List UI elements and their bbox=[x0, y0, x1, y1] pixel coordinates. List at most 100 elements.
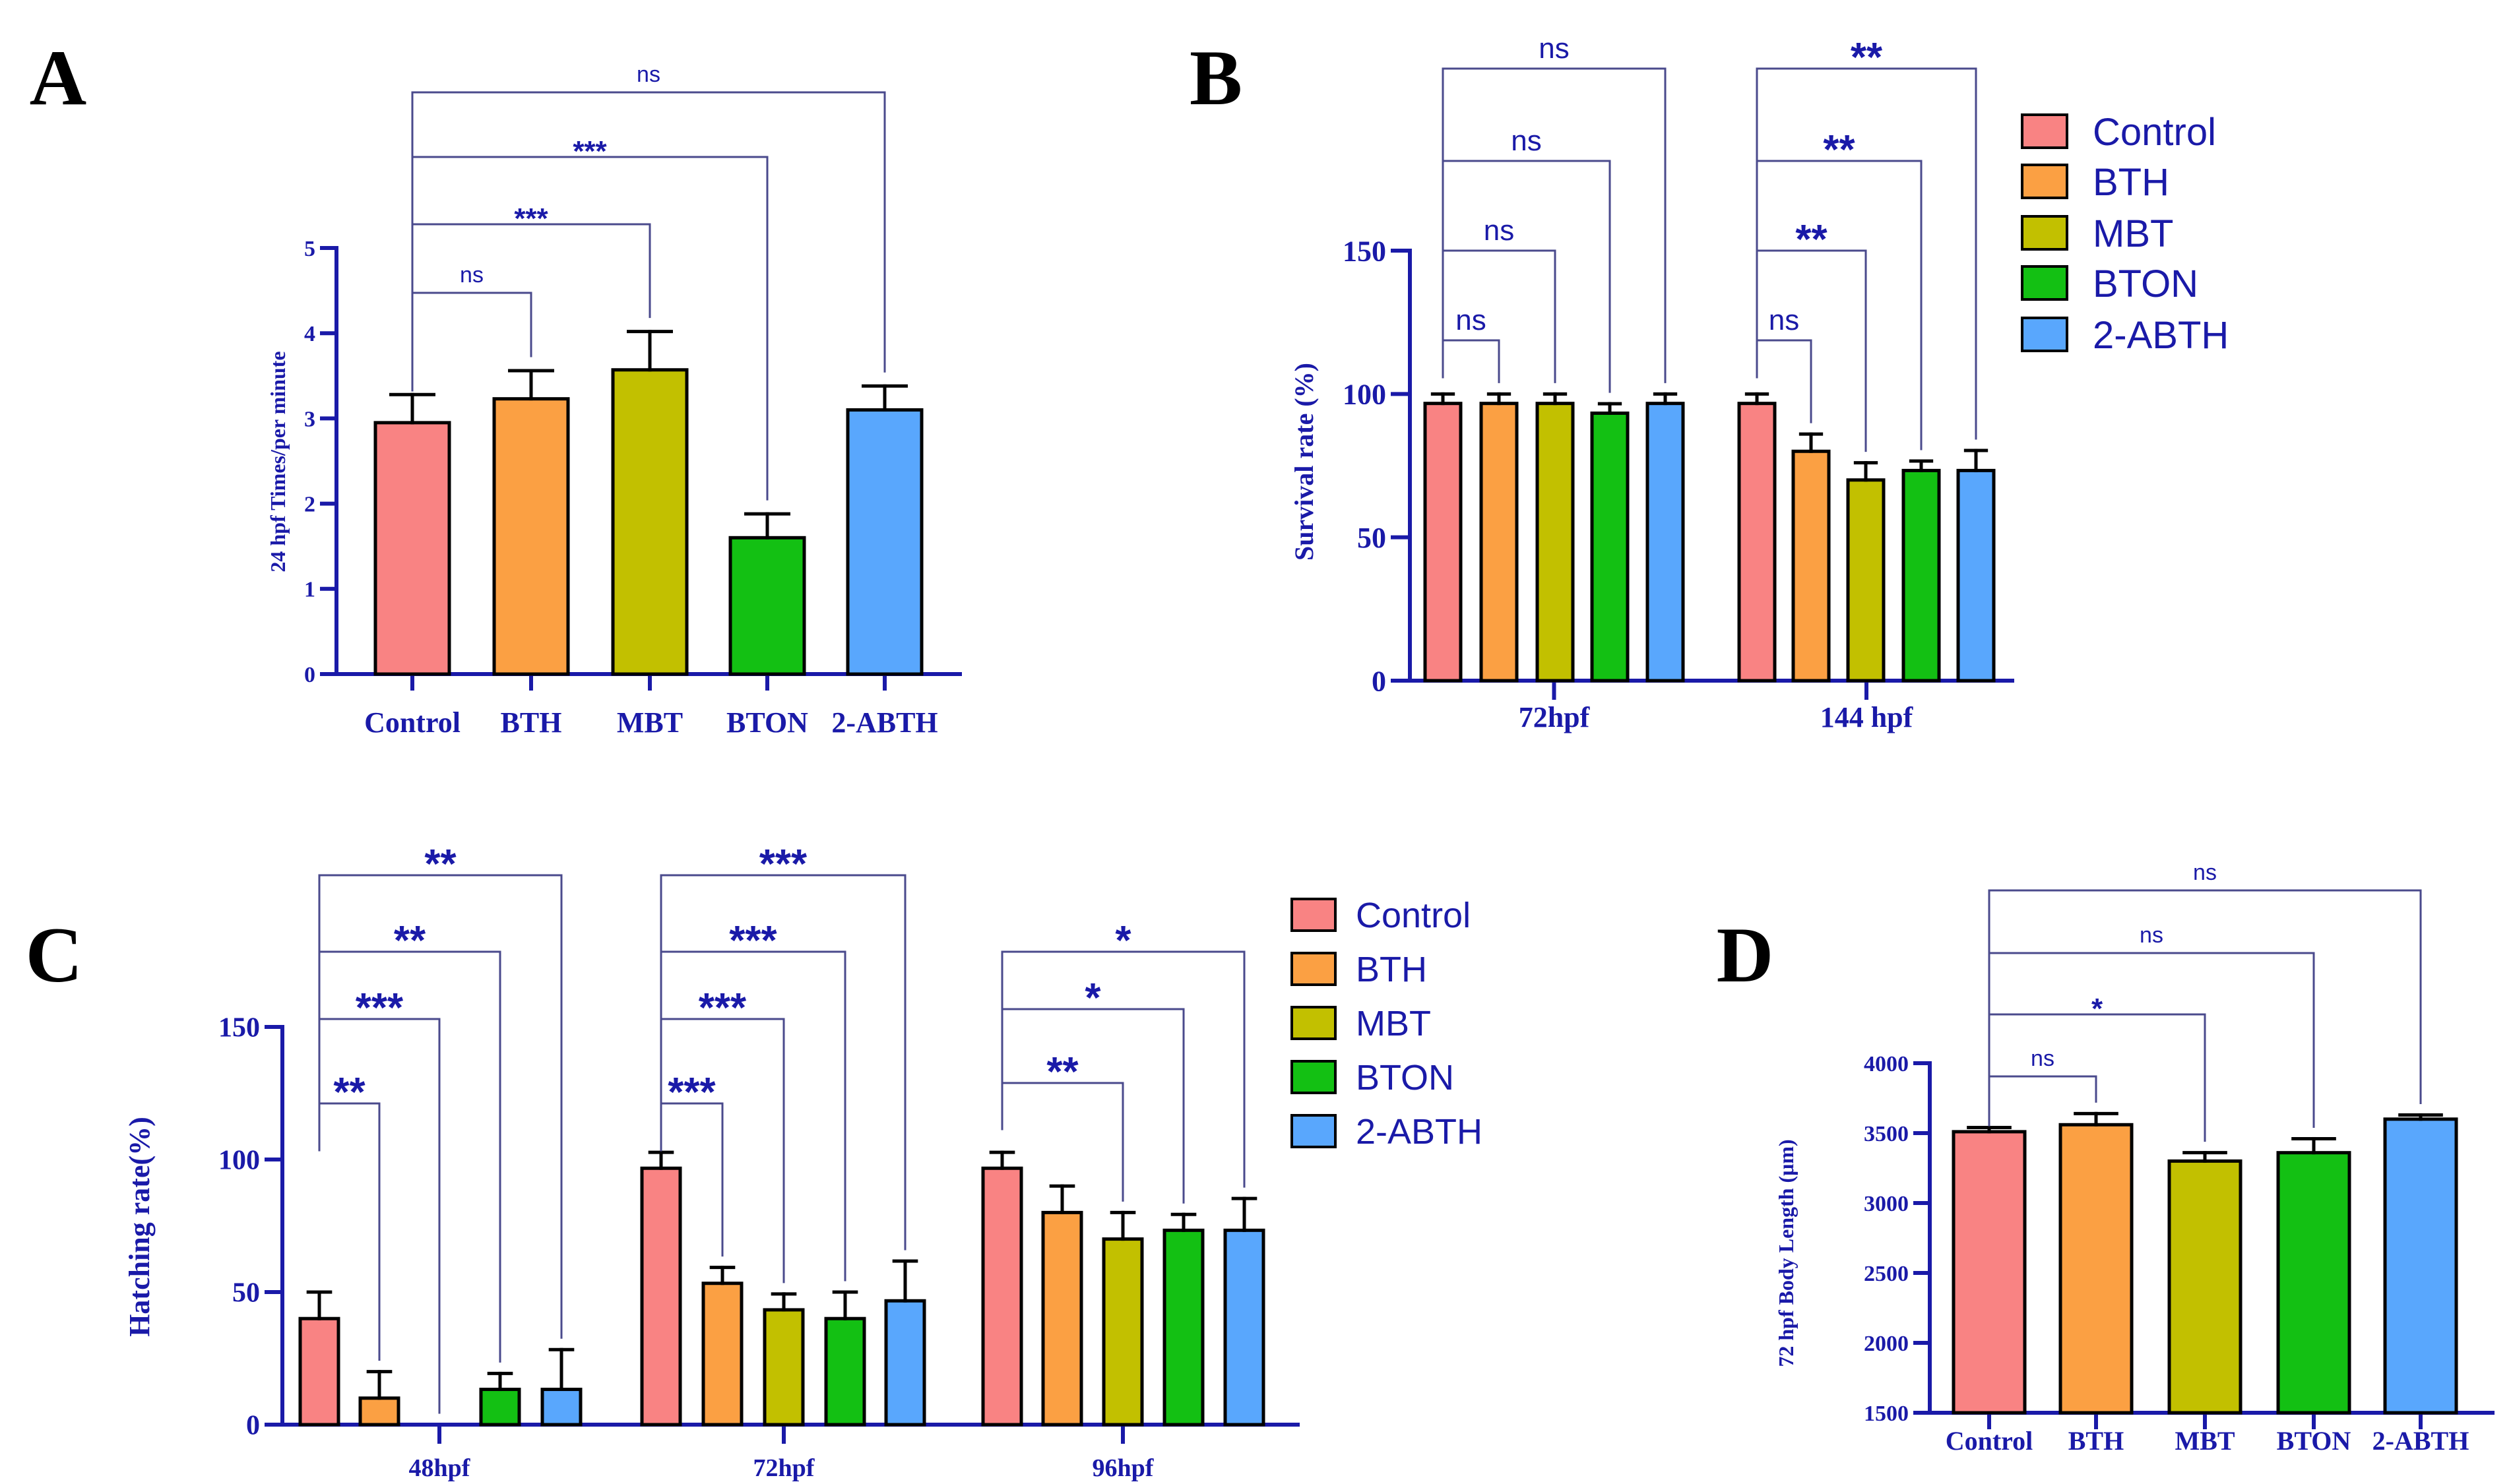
panel-c-y-axis-title: Hatching rate(%) bbox=[123, 1117, 156, 1337]
panel-c-y-tick-label: 100 bbox=[218, 1146, 260, 1176]
panel-b-y-tick-label: 0 bbox=[1372, 665, 1386, 697]
panel-d-y-tick-label: 1500 bbox=[1864, 1402, 1909, 1426]
panel-b-control-bar bbox=[1737, 402, 1777, 683]
panel-d-sig-label: ns bbox=[2140, 923, 2163, 948]
panel-a-sig-label: ns bbox=[637, 62, 660, 87]
panel-c-bton-bar bbox=[479, 1388, 521, 1427]
panel-d-category-label: 2-ABTH bbox=[2372, 1426, 2469, 1456]
panel-b-control-bar bbox=[1423, 402, 1463, 683]
panel-b-legend-swatch bbox=[2021, 317, 2068, 352]
panel-a-sig-label: *** bbox=[573, 135, 607, 168]
panel-d-category-label: MBT bbox=[2175, 1426, 2235, 1456]
panel-c-legend-swatch bbox=[1290, 1006, 1337, 1040]
panel-c-y-tick-label: 150 bbox=[218, 1013, 260, 1043]
panel-b-legend-swatch bbox=[2021, 113, 2068, 149]
panel-b-group-label: 144 hpf bbox=[1820, 701, 1914, 733]
panel-c-2-abth-bar bbox=[884, 1299, 926, 1427]
panel-a-category-label: BTH bbox=[501, 706, 562, 739]
panel-b-legend-swatch bbox=[2021, 215, 2068, 251]
panel-c-y-tick-label: 50 bbox=[232, 1278, 260, 1309]
panel-b-y-tick-label: 50 bbox=[1357, 522, 1386, 554]
panel-b-sig-label: ns bbox=[1455, 304, 1486, 336]
panel-b-legend-label: 2-ABTH bbox=[2093, 314, 2229, 357]
panel-b-sig-label: ** bbox=[1823, 127, 1855, 173]
panel-c-legend-swatch bbox=[1290, 1114, 1337, 1148]
panel-c-sig-label: ** bbox=[394, 918, 426, 964]
panel-c-sig-label: *** bbox=[668, 1070, 716, 1115]
panel-a-sig-label: ns bbox=[460, 263, 484, 288]
panel-b-legend-label: Control bbox=[2093, 111, 2216, 154]
panel-a-control-bar bbox=[373, 421, 451, 676]
panel-b-sig-label: ** bbox=[1795, 217, 1828, 263]
panel-c-2-abth-bar bbox=[540, 1388, 583, 1427]
panel-b-y-tick-label: 100 bbox=[1343, 379, 1386, 411]
panel-d-y-axis-title: 72 hpf Body Length (μm) bbox=[1774, 1139, 1798, 1367]
panel-a-y-tick-label: 2 bbox=[304, 493, 315, 517]
panel-b-sig-label: ns bbox=[1484, 214, 1514, 247]
panel-d-bth-bar bbox=[2058, 1123, 2134, 1415]
panel-d-bton-bar bbox=[2276, 1151, 2351, 1415]
panel-label-d: D bbox=[1717, 911, 1774, 999]
panel-c-group-label: 48hpf bbox=[409, 1454, 471, 1482]
panel-d-y-tick-label: 2000 bbox=[1864, 1332, 1909, 1356]
panel-c-bth-bar bbox=[358, 1396, 400, 1427]
panel-b-2-abth-bar bbox=[1956, 468, 1996, 683]
panel-a-category-label: Control bbox=[364, 706, 461, 739]
panel-d-category-label: BTH bbox=[2068, 1426, 2124, 1456]
panel-c-legend-label: BTH bbox=[1356, 950, 1427, 989]
panel-b-y-axis-title: Survival rate (%) bbox=[1289, 363, 1319, 561]
panel-a-sig-label: *** bbox=[514, 202, 548, 235]
panel-d-category-label: Control bbox=[1946, 1426, 2033, 1456]
panel-c-bth-bar bbox=[1041, 1210, 1083, 1427]
panel-c-legend-label: BTON bbox=[1356, 1058, 1454, 1098]
panel-c-legend-swatch bbox=[1290, 952, 1337, 986]
panel-a-y-tick-label: 5 bbox=[304, 237, 315, 261]
panel-c-sig-label: *** bbox=[759, 842, 808, 887]
panel-b-legend-label: BTH bbox=[2093, 161, 2169, 204]
panel-c-sig-label: * bbox=[1085, 975, 1101, 1021]
panel-c-2-abth-bar bbox=[1223, 1228, 1265, 1427]
panel-a-bton-bar bbox=[728, 536, 806, 676]
panel-a-y-axis-title: 24 hpf Times/per minute bbox=[266, 351, 290, 572]
panel-d-sig-label: * bbox=[2091, 993, 2103, 1025]
panel-d-y-tick-label: 3500 bbox=[1864, 1122, 1909, 1146]
panel-c-sig-label: *** bbox=[729, 918, 777, 964]
panel-a-category-label: BTON bbox=[726, 706, 808, 739]
panel-c-legend-label: 2-ABTH bbox=[1356, 1112, 1482, 1152]
panel-a-y-tick-label: 4 bbox=[304, 322, 315, 346]
panel-c-mbt-bar bbox=[763, 1308, 805, 1427]
panel-a-category-label: MBT bbox=[617, 706, 683, 739]
panel-label-b: B bbox=[1190, 34, 1242, 121]
panel-b-bton-bar bbox=[1901, 468, 1941, 683]
panel-b-bth-bar bbox=[1791, 449, 1831, 683]
panel-c-sig-label: * bbox=[1115, 918, 1131, 964]
panel-b-bton-bar bbox=[1590, 411, 1630, 683]
panel-c-mbt-bar bbox=[1102, 1237, 1144, 1427]
panel-c-bth-bar bbox=[701, 1282, 744, 1427]
panel-c-legend-swatch bbox=[1290, 1060, 1337, 1094]
panel-b-legend-swatch bbox=[2021, 164, 2068, 199]
panel-c-sig-label: ** bbox=[1046, 1049, 1079, 1095]
panel-c-legend-swatch bbox=[1290, 898, 1337, 932]
panel-c-sig-label: ** bbox=[424, 842, 457, 887]
panel-b-legend-label: MBT bbox=[2093, 212, 2173, 255]
panel-c-group-label: 72hpf bbox=[753, 1454, 815, 1482]
panel-c-control-bar bbox=[298, 1316, 340, 1427]
panel-c-control-bar bbox=[981, 1166, 1023, 1427]
panel-a-category-label: 2-ABTH bbox=[831, 706, 938, 739]
panel-b-y-tick-label: 150 bbox=[1343, 235, 1386, 267]
panel-d-control-bar bbox=[1952, 1130, 2027, 1415]
panel-c-legend-label: Control bbox=[1356, 896, 1471, 935]
panel-a-y-tick-label: 0 bbox=[304, 663, 315, 687]
panel-d-y-tick-label: 2500 bbox=[1864, 1262, 1909, 1286]
panel-b-bth-bar bbox=[1479, 402, 1519, 683]
panel-b-sig-label: ns bbox=[1769, 304, 1799, 336]
panel-b-mbt-bar bbox=[1535, 402, 1575, 683]
panel-label-c: C bbox=[26, 911, 83, 999]
panel-d-mbt-bar bbox=[2167, 1159, 2243, 1415]
panel-b-sig-label: ns bbox=[1511, 125, 1541, 157]
panel-c-group-label: 96hpf bbox=[1093, 1454, 1155, 1482]
panel-a-bth-bar bbox=[492, 397, 570, 676]
panel-b-2-abth-bar bbox=[1645, 402, 1685, 683]
